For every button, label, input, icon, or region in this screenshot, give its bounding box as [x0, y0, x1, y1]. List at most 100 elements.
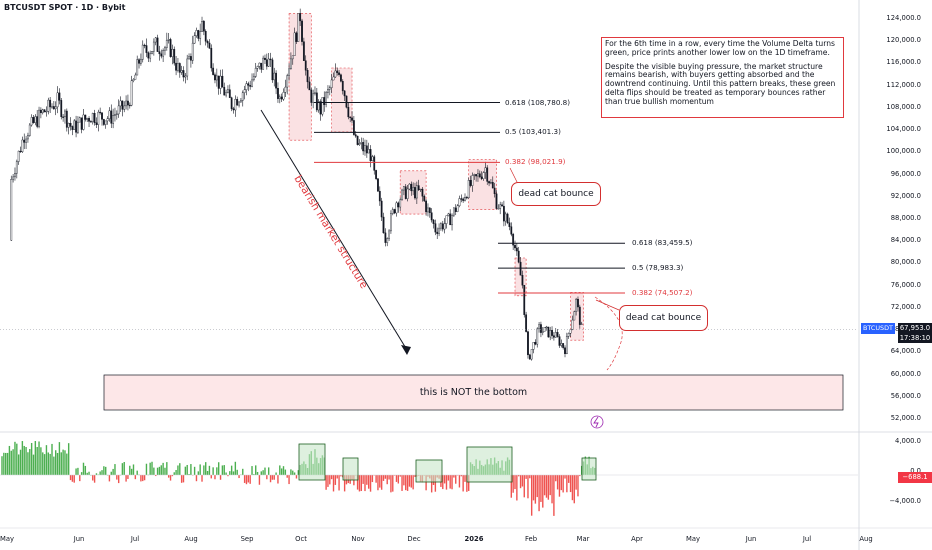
delta-bar [199, 464, 201, 475]
delta-bar [386, 475, 388, 485]
candle-body [243, 89, 246, 93]
price-axis-tick: 124,000.0 [886, 14, 921, 22]
candle [258, 62, 261, 70]
green-delta-box [342, 457, 359, 481]
delta-bar [23, 445, 25, 475]
delta-bar [410, 475, 412, 488]
candle [204, 29, 207, 46]
candle-body [421, 188, 424, 197]
time-axis-tick: Oct [295, 535, 307, 543]
delta-bar [10, 450, 12, 475]
candle-body [267, 58, 270, 67]
candle [47, 97, 50, 115]
candle-body [165, 40, 168, 48]
candle-body [127, 100, 129, 106]
candle [149, 50, 152, 63]
candle [112, 108, 115, 129]
delta-bar [19, 449, 22, 475]
candle [121, 100, 124, 117]
candle [36, 110, 39, 129]
candle [371, 154, 374, 162]
price-axis-tick: 100,000.0 [886, 147, 921, 156]
delta-bar [327, 475, 329, 487]
candle-body [530, 349, 533, 360]
highlight-zone [570, 292, 584, 341]
candle [134, 72, 137, 80]
candle-body [319, 101, 322, 115]
delta-bar [14, 441, 16, 475]
candle-body [201, 21, 203, 32]
candle [477, 169, 479, 182]
delta-bar [223, 465, 225, 475]
volume-delta-value-tag: −688.1 [898, 472, 932, 483]
candle-body [512, 234, 515, 246]
delta-bar [206, 470, 209, 475]
candle-body [73, 120, 76, 130]
delta-bar [523, 475, 525, 498]
candle [308, 76, 311, 91]
candle-body [47, 99, 50, 112]
dead-cat-bounce-label-1: dead cat bounce [511, 182, 601, 206]
candle-body [43, 109, 46, 113]
candle [386, 237, 389, 247]
candle [399, 197, 402, 212]
delta-bar [286, 475, 288, 478]
candle-body [404, 186, 407, 199]
delta-bar [69, 475, 72, 481]
delta-bar [47, 452, 49, 475]
candle-body [423, 196, 426, 202]
candle-body [240, 100, 242, 103]
candle [538, 322, 540, 333]
candle-body [151, 51, 153, 55]
delta-bar [332, 475, 335, 492]
candle-body [19, 150, 22, 153]
delta-bar [358, 475, 361, 492]
candle-body [562, 343, 565, 348]
delta-bar [275, 472, 277, 475]
candle [223, 82, 226, 96]
symbol-price-badge: BTCUSDT [861, 323, 895, 334]
candle-body [97, 111, 100, 125]
delta-bar [393, 475, 396, 476]
delta-bar [249, 475, 251, 484]
time-axis-tick: Jul [802, 535, 812, 543]
candle-body [190, 56, 192, 61]
candle [249, 80, 252, 90]
delta-bar [158, 466, 161, 475]
candle [184, 73, 187, 84]
candle [525, 311, 528, 333]
candle [504, 211, 507, 226]
highlight-zone [331, 67, 353, 133]
candle [267, 53, 270, 67]
candle-body [191, 42, 194, 61]
delta-bar [5, 452, 7, 475]
candle-body [445, 215, 448, 224]
candle-body [527, 331, 529, 356]
candle-body [88, 118, 90, 122]
candle [139, 53, 142, 66]
candle [430, 208, 433, 223]
candle [89, 120, 92, 123]
candle-body [377, 178, 379, 192]
candle [27, 132, 29, 143]
candle-body [528, 354, 531, 360]
candle-body [225, 92, 227, 96]
candle [52, 101, 55, 110]
delta-bar [330, 475, 333, 480]
candle-body [440, 223, 442, 229]
candle [28, 123, 31, 137]
delta-bar [399, 475, 401, 477]
candle [410, 181, 413, 196]
candle-body [212, 67, 215, 75]
candle [334, 63, 337, 78]
candle-body [114, 114, 116, 116]
candle-body [273, 72, 276, 81]
delta-bar [558, 475, 561, 497]
candle [178, 62, 181, 78]
candle [88, 116, 90, 127]
candle [382, 212, 385, 234]
bearish-structure-label: bearish market structure [291, 173, 369, 291]
analysis-note: For the 6th time in a row, every time th… [601, 37, 844, 118]
candle-body [138, 59, 140, 64]
candle-body [154, 37, 157, 43]
